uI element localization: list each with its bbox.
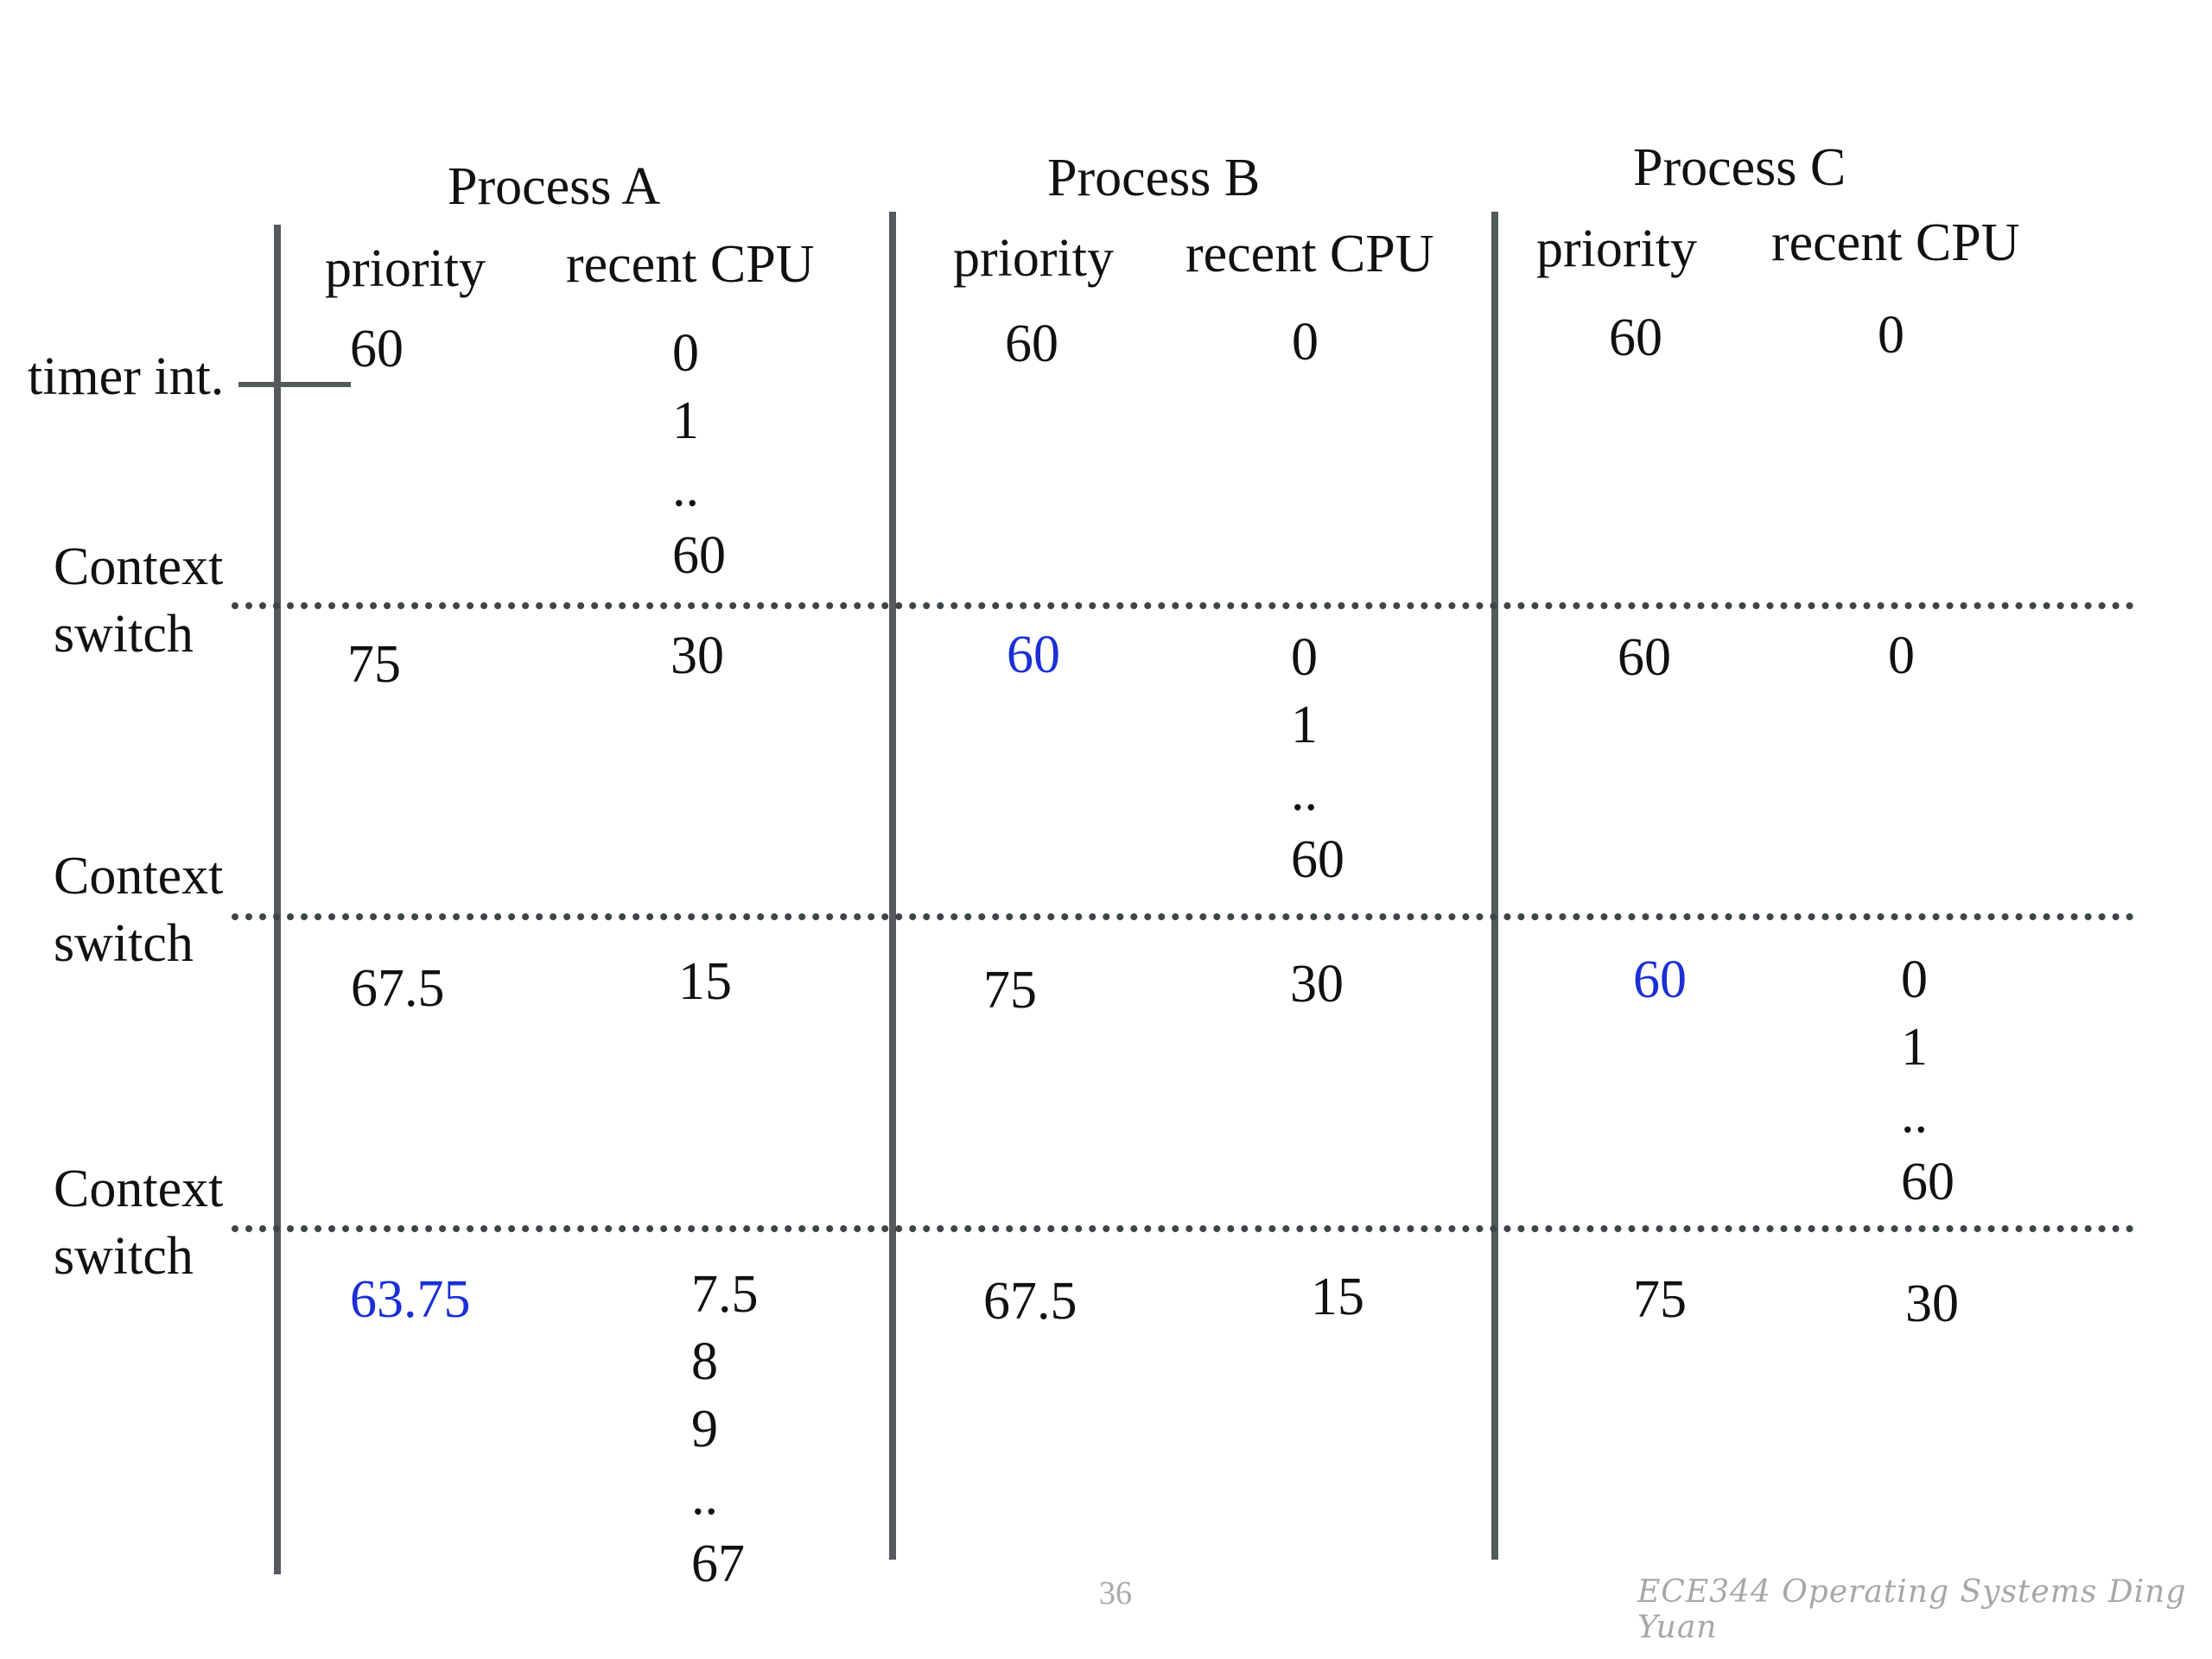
row4-a-cpu: 7.5 xyxy=(691,1265,759,1324)
row2-b-priority: 60 xyxy=(1007,626,1060,684)
row1-c-priority: 60 xyxy=(1609,308,1662,367)
row2-b-cpu: 0 xyxy=(1291,628,1318,687)
row4-a-priority: 63.75 xyxy=(350,1270,471,1329)
timer-int-tick xyxy=(238,382,351,387)
context-switch-3-line1: Context xyxy=(54,1160,224,1218)
row1-c-cpu: 0 xyxy=(1878,306,1904,365)
row4-a-cpu: 67 xyxy=(691,1535,745,1593)
process-a-recent-cpu-header: recent CPU xyxy=(566,235,815,294)
row2-a-priority: 75 xyxy=(347,635,401,694)
context-switch-1-divider xyxy=(232,602,2134,609)
process-c-recent-cpu-header: recent CPU xyxy=(1771,213,2020,272)
row4-a-cpu: 8 xyxy=(691,1332,718,1391)
row1-a-cpu: 1 xyxy=(672,391,699,450)
context-switch-1-line1: Context xyxy=(54,537,224,596)
row3-c-cpu: 0 xyxy=(1901,950,1928,1009)
row3-c-cpu: .. xyxy=(1901,1085,1928,1144)
row1-a-cpu: .. xyxy=(672,459,699,518)
row1-b-cpu: 0 xyxy=(1292,313,1319,372)
process-b-priority-header: priority xyxy=(953,229,1114,288)
row3-b-cpu: 30 xyxy=(1290,955,1344,1014)
row2-b-cpu: 1 xyxy=(1291,696,1318,754)
page-number: 36 xyxy=(1099,1575,1132,1611)
row1-a-cpu: 60 xyxy=(672,526,726,585)
context-switch-3-divider xyxy=(232,1225,2134,1232)
row2-a-cpu: 30 xyxy=(671,626,724,685)
row2-b-cpu: 60 xyxy=(1291,830,1344,889)
row2-b-cpu: .. xyxy=(1291,763,1318,822)
left-divider xyxy=(274,225,281,1574)
a-b-divider xyxy=(889,212,896,1560)
process-c-priority-header: priority xyxy=(1536,219,1697,278)
process-a-header: Process A xyxy=(448,157,661,216)
b-c-divider xyxy=(1491,212,1498,1560)
process-c-header: Process C xyxy=(1633,138,1847,197)
row1-a-cpu: 0 xyxy=(672,324,699,383)
row3-a-cpu: 15 xyxy=(678,952,732,1011)
row3-c-cpu: 60 xyxy=(1901,1153,1955,1211)
row2-c-cpu: 0 xyxy=(1888,626,1915,685)
process-a-priority-header: priority xyxy=(325,239,486,298)
row1-a-priority: 60 xyxy=(350,320,404,378)
context-switch-3-line2: switch xyxy=(54,1227,194,1286)
row3-c-priority: 60 xyxy=(1633,950,1687,1009)
row4-a-cpu: .. xyxy=(691,1467,718,1526)
row3-c-cpu: 1 xyxy=(1901,1018,1928,1077)
row4-b-cpu: 15 xyxy=(1311,1268,1364,1326)
row1-b-priority: 60 xyxy=(1005,315,1058,373)
timer-int-label: timer int. xyxy=(28,347,225,406)
context-switch-2-line2: switch xyxy=(54,914,194,973)
process-b-header: Process B xyxy=(1047,149,1261,207)
row2-c-priority: 60 xyxy=(1618,628,1671,687)
context-switch-1-line2: switch xyxy=(54,605,194,664)
row4-c-cpu: 30 xyxy=(1905,1274,1959,1333)
footer-course-title: ECE344 Operating Systems Ding Yuan xyxy=(1637,1574,2187,1645)
row4-c-priority: 75 xyxy=(1633,1270,1687,1329)
context-switch-2-line1: Context xyxy=(54,847,224,906)
row4-a-cpu: 9 xyxy=(691,1400,718,1459)
context-switch-2-divider xyxy=(232,913,2134,920)
row3-a-priority: 67.5 xyxy=(351,959,445,1018)
row3-b-priority: 75 xyxy=(983,961,1037,1020)
process-b-recent-cpu-header: recent CPU xyxy=(1185,225,1434,283)
row4-b-priority: 67.5 xyxy=(983,1272,1077,1331)
